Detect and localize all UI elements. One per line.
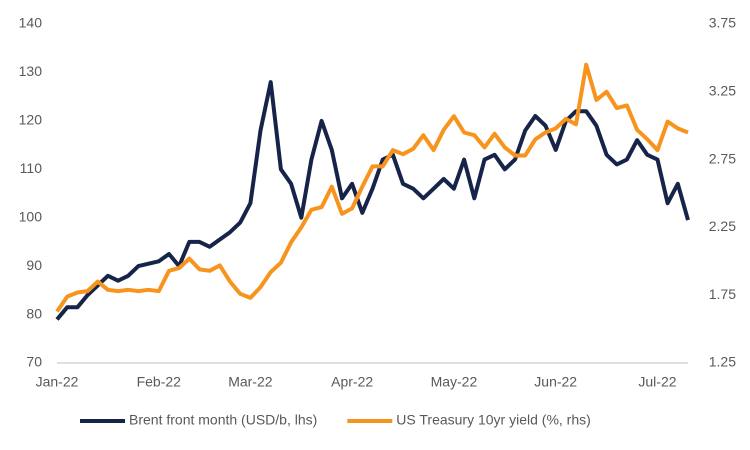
y-tick-label: 140 bbox=[19, 15, 43, 31]
x-tick-label: Jul-22 bbox=[638, 374, 676, 390]
y2-tick-label: 1.25 bbox=[709, 354, 736, 370]
x-tick-label: Jun-22 bbox=[534, 374, 577, 390]
y-tick-label: 100 bbox=[19, 208, 43, 224]
y2-tick-label: 2.25 bbox=[709, 218, 736, 234]
legend-label: US Treasury 10yr yield (%, rhs) bbox=[396, 412, 591, 428]
y2-tick-label: 2.75 bbox=[709, 150, 736, 166]
series-line bbox=[55, 62, 689, 313]
x-tick-label: Feb-22 bbox=[137, 374, 182, 390]
y2-tick-label: 1.75 bbox=[709, 286, 736, 302]
y-tick-label: 120 bbox=[19, 112, 43, 128]
x-tick-label: Apr-22 bbox=[331, 374, 373, 390]
y2-tick-label: 3.25 bbox=[709, 83, 736, 99]
legend-label: Brent front month (USD/b, lhs) bbox=[129, 412, 317, 428]
y-tick-label: 130 bbox=[19, 63, 43, 79]
y-tick-label: 90 bbox=[26, 257, 42, 273]
x-tick-label: Mar-22 bbox=[228, 374, 273, 390]
series-line bbox=[55, 80, 690, 321]
y2-tick-label: 3.75 bbox=[709, 15, 736, 31]
x-tick-label: Jan-22 bbox=[36, 374, 79, 390]
y-tick-label: 70 bbox=[26, 354, 42, 370]
x-tick-label: May-22 bbox=[431, 374, 478, 390]
y-tick-label: 110 bbox=[20, 160, 43, 176]
y-tick-label: 80 bbox=[26, 305, 42, 321]
